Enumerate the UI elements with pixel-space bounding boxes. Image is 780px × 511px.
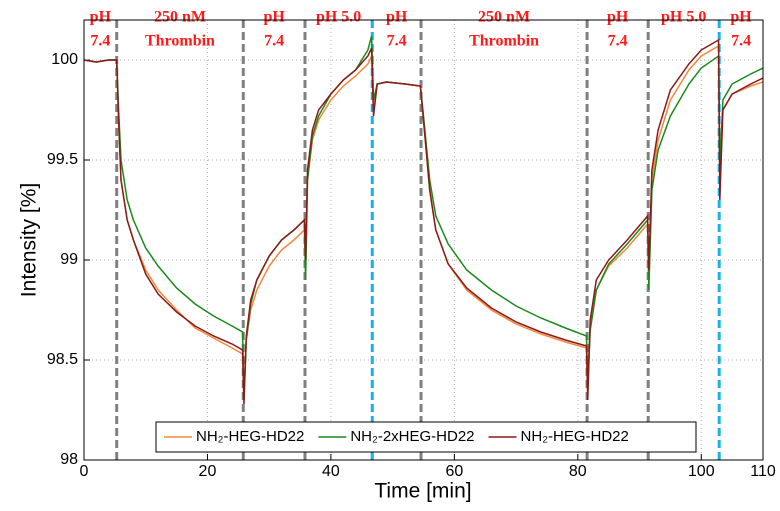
annotation: 7.4 — [264, 33, 284, 50]
annotation: pH — [730, 9, 752, 26]
y-tick-label: 99.5 — [47, 151, 78, 168]
annotation: Thrombin — [145, 33, 215, 50]
x-tick-label: 60 — [445, 463, 463, 480]
annotation: 7.4 — [90, 33, 110, 50]
annotation: 7.4 — [608, 33, 628, 50]
annotation: Thrombin — [469, 33, 539, 50]
annotation: 250 nM — [478, 9, 530, 26]
y-tick-label: 100 — [51, 51, 78, 68]
x-tick-label: 110 — [750, 463, 776, 480]
data-line — [83, 38, 764, 405]
x-tick-label: 80 — [569, 463, 587, 480]
annotation: 7.4 — [731, 33, 751, 50]
y-tick-label: 98.5 — [47, 351, 78, 368]
x-tick-label: 100 — [688, 463, 715, 480]
data-line — [83, 44, 764, 391]
annotation: 250 nM — [154, 9, 206, 26]
annotation: pH — [263, 9, 285, 26]
annotation: pH 5.0 — [661, 9, 706, 26]
x-tick-label: 0 — [80, 463, 89, 480]
y-axis-label: Intensity [%] — [18, 183, 41, 297]
annotation: 7.4 — [387, 33, 407, 50]
legend-label: NH₂-HEG-HD22 — [521, 428, 629, 445]
legend: NH₂-HEG-HD22 NH₂-2xHEG-HD22 NH₂-HEG-HD22 — [155, 421, 697, 453]
y-tick-label: 99 — [60, 251, 78, 268]
annotation: pH — [607, 9, 629, 26]
annotation: pH — [386, 9, 408, 26]
annotation: pH 5.0 — [316, 9, 361, 26]
x-tick-label: 20 — [199, 463, 217, 480]
legend-label: NH₂-HEG-HD22 — [196, 428, 304, 445]
plot-frame — [83, 19, 764, 461]
legend-box — [155, 421, 697, 453]
data-line — [83, 35, 764, 401]
annotation: pH — [90, 9, 112, 26]
y-tick-label: 98 — [60, 451, 78, 468]
legend-label: NH₂-2xHEG-HD22 — [350, 428, 474, 445]
x-tick-label: 40 — [322, 463, 340, 480]
x-axis-label: Time [min] — [374, 480, 471, 503]
